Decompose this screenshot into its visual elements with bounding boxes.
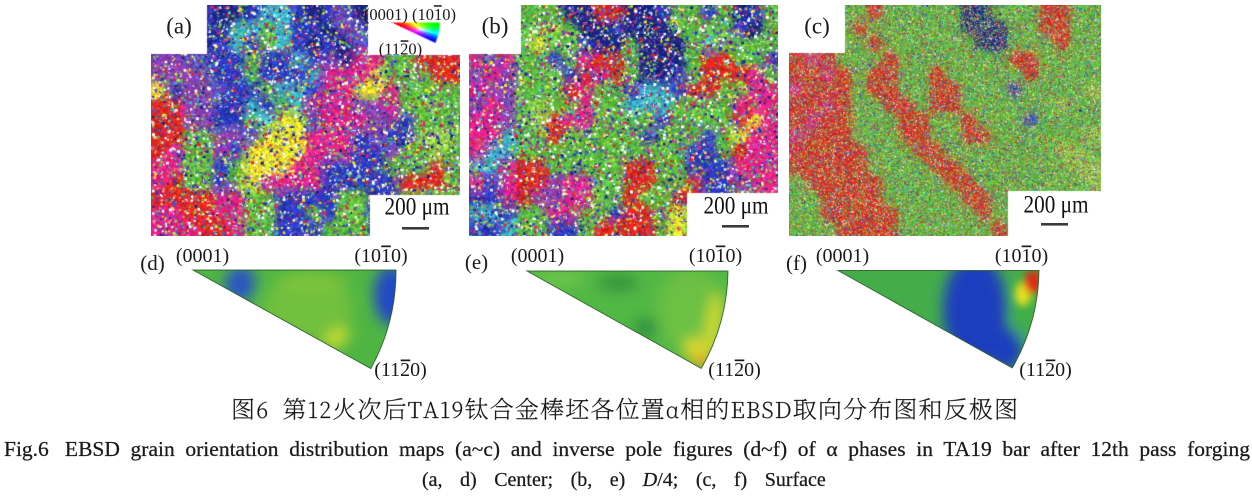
svg-text:200 μm: 200 μm bbox=[704, 193, 769, 220]
svg-text:(f): (f) bbox=[786, 251, 807, 275]
svg-text:(1120): (1120) bbox=[374, 359, 427, 381]
svg-text:200 μm: 200 μm bbox=[1024, 192, 1089, 219]
svg-text:(1120): (1120) bbox=[1019, 359, 1072, 381]
svg-text:(e): (e) bbox=[465, 250, 488, 274]
svg-text:(1010): (1010) bbox=[689, 245, 742, 267]
svg-text:(1120): (1120) bbox=[379, 40, 422, 59]
svg-text:(0001): (0001) bbox=[511, 245, 564, 267]
svg-text:(1010): (1010) bbox=[354, 245, 407, 267]
svg-text:200 μm: 200 μm bbox=[385, 193, 450, 220]
svg-text:(1010): (1010) bbox=[995, 245, 1048, 267]
svg-text:(0001): (0001) bbox=[816, 245, 869, 267]
svg-text:(a): (a) bbox=[166, 14, 192, 39]
svg-text:(0001) (1010): (0001) (1010) bbox=[364, 5, 456, 24]
svg-text:(1120): (1120) bbox=[708, 359, 761, 381]
svg-text:(c): (c) bbox=[804, 14, 830, 39]
svg-text:(b): (b) bbox=[482, 14, 509, 39]
svg-text:(d): (d) bbox=[140, 251, 165, 275]
svg-text:(0001): (0001) bbox=[176, 245, 229, 267]
